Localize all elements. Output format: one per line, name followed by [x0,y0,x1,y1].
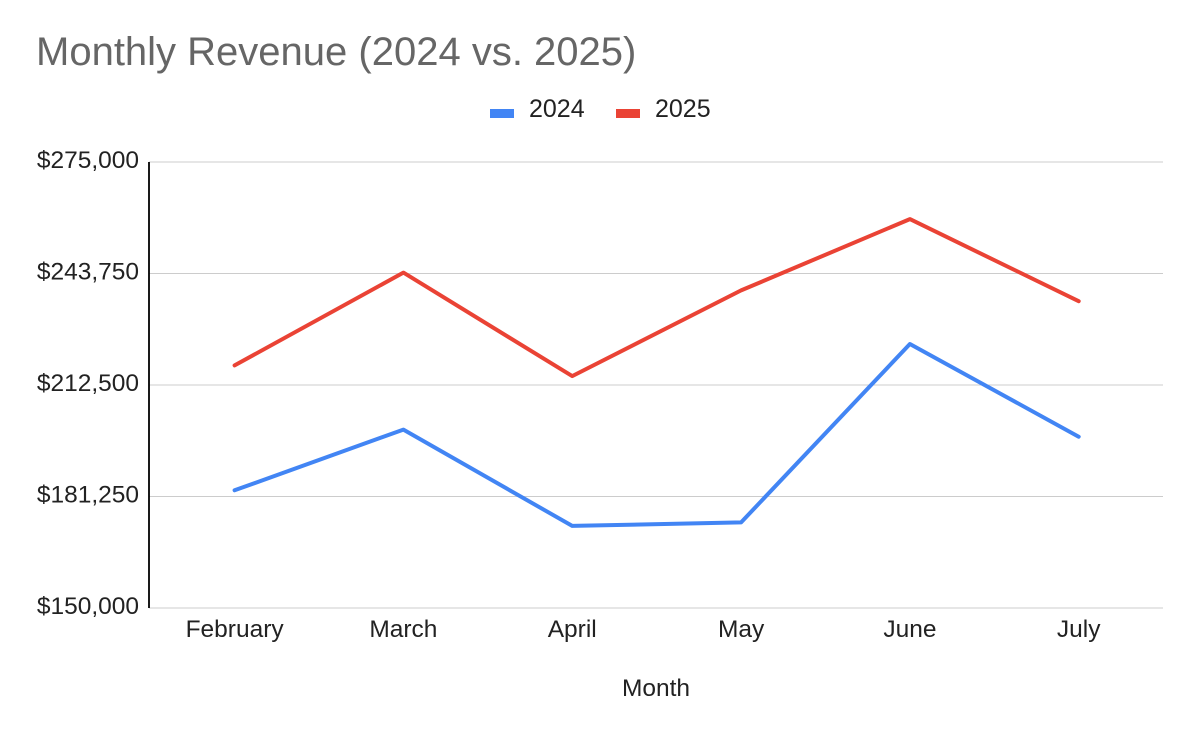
svg-text:May: May [718,616,765,643]
svg-text:$181,250: $181,250 [37,482,139,509]
svg-text:June: June [883,616,936,643]
svg-text:Month: Month [622,675,690,702]
svg-text:March: March [369,616,437,643]
svg-text:$212,500: $212,500 [37,370,139,397]
svg-text:$150,000: $150,000 [37,593,139,620]
svg-text:April: April [548,616,597,643]
svg-text:$275,000: $275,000 [37,147,139,174]
svg-text:$243,750: $243,750 [37,259,139,286]
svg-text:July: July [1057,616,1101,643]
svg-text:February: February [186,616,285,643]
